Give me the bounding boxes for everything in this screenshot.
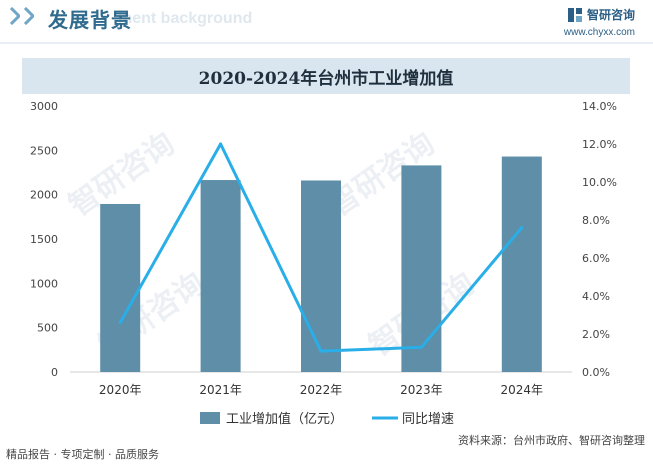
footer-tagline: 精品报告 · 专项定制 · 品质服务 <box>6 448 159 461</box>
line-point <box>419 345 423 349</box>
footer: 精品报告 · 专项定制 · 品质服务 资料来源：台州市政府、智研咨询整理 <box>0 434 653 466</box>
section-subtitle: ment background <box>118 10 253 27</box>
section-title: 发展背景 <box>48 8 132 32</box>
line-point <box>118 321 122 325</box>
y-tick-label-left: 2500 <box>30 144 58 157</box>
chart: 0 500 1000 1500 2000 2500 3000 0.0% 2.0% 4.0% 6.0%… <box>30 100 617 427</box>
y-tick-label-left: 2000 <box>30 189 58 202</box>
y-tick-label-left: 0 <box>51 366 58 379</box>
y-tick-label-right: 6.0% <box>582 252 610 265</box>
y-tick-label-left: 500 <box>37 322 58 335</box>
chart-title: 2020-2024年台州市工业增加值 <box>198 68 454 89</box>
y-tick-label-right: 0.0% <box>582 366 610 379</box>
bar <box>100 203 141 372</box>
line-point <box>319 349 323 353</box>
chevron-right-icon <box>10 7 20 25</box>
brand: 智研咨询 <box>567 6 635 23</box>
brand-url: www.chyxx.com <box>563 27 635 38</box>
chevron-right-icon <box>24 7 34 25</box>
divider <box>0 42 653 44</box>
y-tick-label-left: 3000 <box>30 100 58 113</box>
bar <box>501 156 542 372</box>
x-tick-label: 2022年 <box>300 383 343 397</box>
legend-line-label: 同比增速 <box>402 412 454 427</box>
y-tick-label-left: 1500 <box>30 233 58 246</box>
legend-bar-swatch <box>200 412 220 424</box>
bar <box>301 180 341 372</box>
brand-logo-icon <box>567 7 582 22</box>
y-tick-label-right: 4.0% <box>582 290 610 303</box>
y-tick-label-right: 12.0% <box>582 138 617 151</box>
y-tick-label-right: 10.0% <box>582 176 617 189</box>
y-tick-label-left: 1000 <box>30 277 58 290</box>
bar <box>401 165 442 372</box>
line-point <box>219 142 223 146</box>
x-tick-label: 2021年 <box>199 383 242 397</box>
header-bar: ment background 发展背景 智研咨询 www.chyxx.com <box>0 0 653 40</box>
y-tick-label-right: 2.0% <box>582 328 610 341</box>
legend-bar-label: 工业增加值（亿元） <box>226 411 343 427</box>
x-tick-label: 2023年 <box>400 383 443 397</box>
chart-title-bar: 2020-2024年台州市工业增加值 <box>22 58 630 94</box>
y-tick-label-right: 8.0% <box>582 214 610 227</box>
bar <box>200 180 241 372</box>
x-tick-label: 2020年 <box>99 383 142 397</box>
line-point <box>520 226 524 230</box>
x-tick-label: 2024年 <box>501 383 544 397</box>
brand-name: 智研咨询 <box>586 8 635 22</box>
source-note: 资料来源：台州市政府、智研咨询整理 <box>458 434 645 447</box>
y-tick-label-right: 14.0% <box>582 100 617 113</box>
